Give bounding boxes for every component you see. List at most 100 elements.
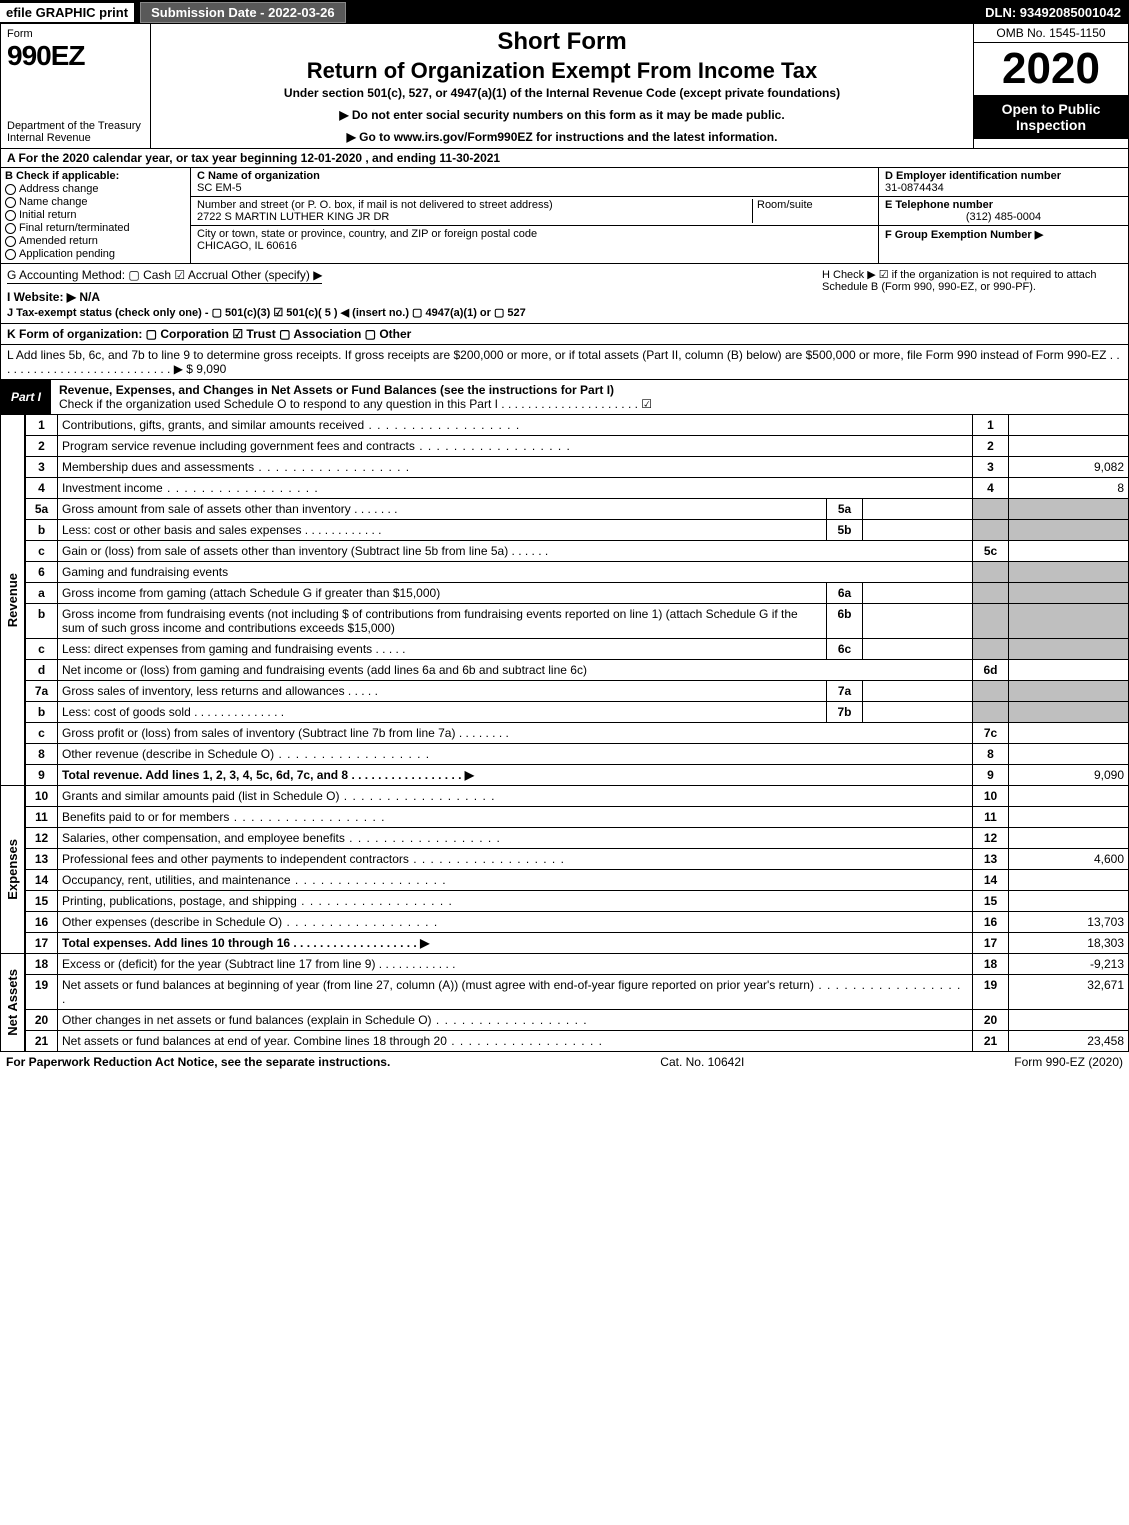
label-city: City or town, state or province, country… (197, 228, 537, 240)
dln-label: DLN: 93492085001042 (985, 5, 1129, 20)
org-name: SC EM-5 (197, 182, 242, 194)
header-right: OMB No. 1545-1150 2020 Open to Public In… (973, 24, 1128, 148)
chk-address-change[interactable]: Address change (5, 183, 186, 195)
label-ein: D Employer identification number (885, 170, 1061, 182)
line-6c: cLess: direct expenses from gaming and f… (26, 639, 1129, 660)
line-19: 19Net assets or fund balances at beginni… (26, 975, 1129, 1010)
room-suite: Room/suite (752, 199, 872, 223)
line-9: 9Total revenue. Add lines 1, 2, 3, 4, 5c… (26, 765, 1129, 786)
org-address-row: Number and street (or P. O. box, if mail… (191, 197, 878, 226)
line-10: 10Grants and similar amounts paid (list … (26, 786, 1129, 807)
line-6d: dNet income or (loss) from gaming and fu… (26, 660, 1129, 681)
box-d: D Employer identification number 31-0874… (879, 168, 1128, 197)
chk-amended-return[interactable]: Amended return (5, 235, 186, 247)
row-a-period: A For the 2020 calendar year, or tax yea… (0, 149, 1129, 168)
box-e: E Telephone number (312) 485-0004 (879, 197, 1128, 226)
submission-date-button[interactable]: Submission Date - 2022-03-26 (140, 2, 346, 23)
line-5a: 5aGross amount from sale of assets other… (26, 499, 1129, 520)
label-phone: E Telephone number (885, 199, 993, 211)
form-ref: Form 990-EZ (2020) (1014, 1055, 1123, 1069)
cat-no: Cat. No. 10642I (390, 1055, 1014, 1069)
expenses-side-label: Expenses (1, 786, 25, 954)
org-city-row: City or town, state or province, country… (191, 226, 878, 254)
top-bar: efile GRAPHIC print Submission Date - 20… (0, 0, 1129, 24)
page-footer: For Paperwork Reduction Act Notice, see … (0, 1052, 1129, 1072)
line-13: 13Professional fees and other payments t… (26, 849, 1129, 870)
info-grid: B Check if applicable: Address change Na… (0, 168, 1129, 264)
ssn-warning: ▶ Do not enter social security numbers o… (159, 108, 965, 122)
boxes-def: D Employer identification number 31-0874… (878, 168, 1128, 263)
form-word: Form (7, 28, 144, 40)
line-11: 11Benefits paid to or for members11 (26, 807, 1129, 828)
line-2: 2Program service revenue including gover… (26, 436, 1129, 457)
row-l: L Add lines 5b, 6c, and 7b to line 9 to … (0, 345, 1129, 380)
line-7b: bLess: cost of goods sold . . . . . . . … (26, 702, 1129, 723)
accounting-method: G Accounting Method: ▢ Cash ☑ Accrual Ot… (7, 268, 322, 284)
row-h-schedule-b: H Check ▶ ☑ if the organization is not r… (822, 268, 1122, 319)
line-3: 3Membership dues and assessments39,082 (26, 457, 1129, 478)
row-g-h: G Accounting Method: ▢ Cash ☑ Accrual Ot… (0, 264, 1129, 324)
label-address: Number and street (or P. O. box, if mail… (197, 199, 553, 211)
revenue-table: 1Contributions, gifts, grants, and simil… (25, 415, 1129, 786)
label-org-name: C Name of organization (197, 170, 320, 182)
line-5b: bLess: cost or other basis and sales exp… (26, 520, 1129, 541)
chk-final-return[interactable]: Final return/terminated (5, 222, 186, 234)
line-4: 4Investment income48 (26, 478, 1129, 499)
box-b-title: B Check if applicable: (5, 170, 186, 182)
tax-year: 2020 (974, 43, 1128, 95)
org-address: 2722 S MARTIN LUTHER KING JR DR (197, 211, 389, 223)
paperwork-notice: For Paperwork Reduction Act Notice, see … (6, 1055, 390, 1069)
row-i-website: I Website: ▶ N/A (7, 290, 100, 304)
line-21: 21Net assets or fund balances at end of … (26, 1031, 1129, 1052)
department-label: Department of the Treasury Internal Reve… (7, 120, 144, 144)
goto-link[interactable]: ▶ Go to www.irs.gov/Form990EZ for instru… (159, 130, 965, 144)
row-j-tax-exempt: J Tax-exempt status (check only one) - ▢… (7, 307, 526, 319)
line-6b: bGross income from fundraising events (n… (26, 604, 1129, 639)
label-group-exemption: F Group Exemption Number ▶ (885, 229, 1043, 241)
line-1: 1Contributions, gifts, grants, and simil… (26, 415, 1129, 436)
chk-name-change[interactable]: Name change (5, 196, 186, 208)
line-14: 14Occupancy, rent, utilities, and mainte… (26, 870, 1129, 891)
revenue-side-label: Revenue (1, 415, 25, 786)
header-left: Form 990EZ Department of the Treasury In… (1, 24, 151, 148)
header-mid: Short Form Return of Organization Exempt… (151, 24, 973, 148)
line-18: 18Excess or (deficit) for the year (Subt… (26, 954, 1129, 975)
org-name-cell: C Name of organization SC EM-5 (191, 168, 878, 197)
part1-check: Check if the organization used Schedule … (59, 397, 652, 411)
line-12: 12Salaries, other compensation, and empl… (26, 828, 1129, 849)
line-6: 6Gaming and fundraising events (26, 562, 1129, 583)
form-header: Form 990EZ Department of the Treasury In… (0, 24, 1129, 149)
under-section: Under section 501(c), 527, or 4947(a)(1)… (159, 86, 965, 100)
ein-value: 31-0874434 (885, 182, 944, 194)
box-b: B Check if applicable: Address change Na… (1, 168, 191, 263)
box-c: C Name of organization SC EM-5 Number an… (191, 168, 878, 263)
org-city: CHICAGO, IL 60616 (197, 240, 297, 252)
form-number: 990EZ (7, 40, 144, 72)
chk-application-pending[interactable]: Application pending (5, 248, 186, 260)
expenses-table: 10Grants and similar amounts paid (list … (25, 786, 1129, 954)
open-to-public: Open to Public Inspection (974, 95, 1128, 139)
line-20: 20Other changes in net assets or fund ba… (26, 1010, 1129, 1031)
omb-number: OMB No. 1545-1150 (974, 24, 1128, 43)
net-assets-section: Net Assets 18Excess or (deficit) for the… (0, 954, 1129, 1052)
efile-label[interactable]: efile GRAPHIC print (0, 3, 134, 22)
netassets-table: 18Excess or (deficit) for the year (Subt… (25, 954, 1129, 1052)
line-16: 16Other expenses (describe in Schedule O… (26, 912, 1129, 933)
line-7c: cGross profit or (loss) from sales of in… (26, 723, 1129, 744)
box-f: F Group Exemption Number ▶ (879, 226, 1128, 243)
return-title: Return of Organization Exempt From Incom… (159, 58, 965, 84)
netassets-side-label: Net Assets (1, 954, 25, 1052)
line-7a: 7aGross sales of inventory, less returns… (26, 681, 1129, 702)
chk-initial-return[interactable]: Initial return (5, 209, 186, 221)
part1-title: Revenue, Expenses, and Changes in Net As… (51, 380, 1128, 414)
line-5c: cGain or (loss) from sale of assets othe… (26, 541, 1129, 562)
line-8: 8Other revenue (describe in Schedule O)8 (26, 744, 1129, 765)
line-15: 15Printing, publications, postage, and s… (26, 891, 1129, 912)
line-6a: aGross income from gaming (attach Schedu… (26, 583, 1129, 604)
form-of-organization: K Form of organization: ▢ Corporation ☑ … (7, 327, 411, 341)
row-k: K Form of organization: ▢ Corporation ☑ … (0, 324, 1129, 345)
short-form-title: Short Form (159, 28, 965, 56)
part1-header: Part I Revenue, Expenses, and Changes in… (0, 380, 1129, 415)
revenue-section: Revenue 1Contributions, gifts, grants, a… (0, 415, 1129, 786)
expenses-section: Expenses 10Grants and similar amounts pa… (0, 786, 1129, 954)
